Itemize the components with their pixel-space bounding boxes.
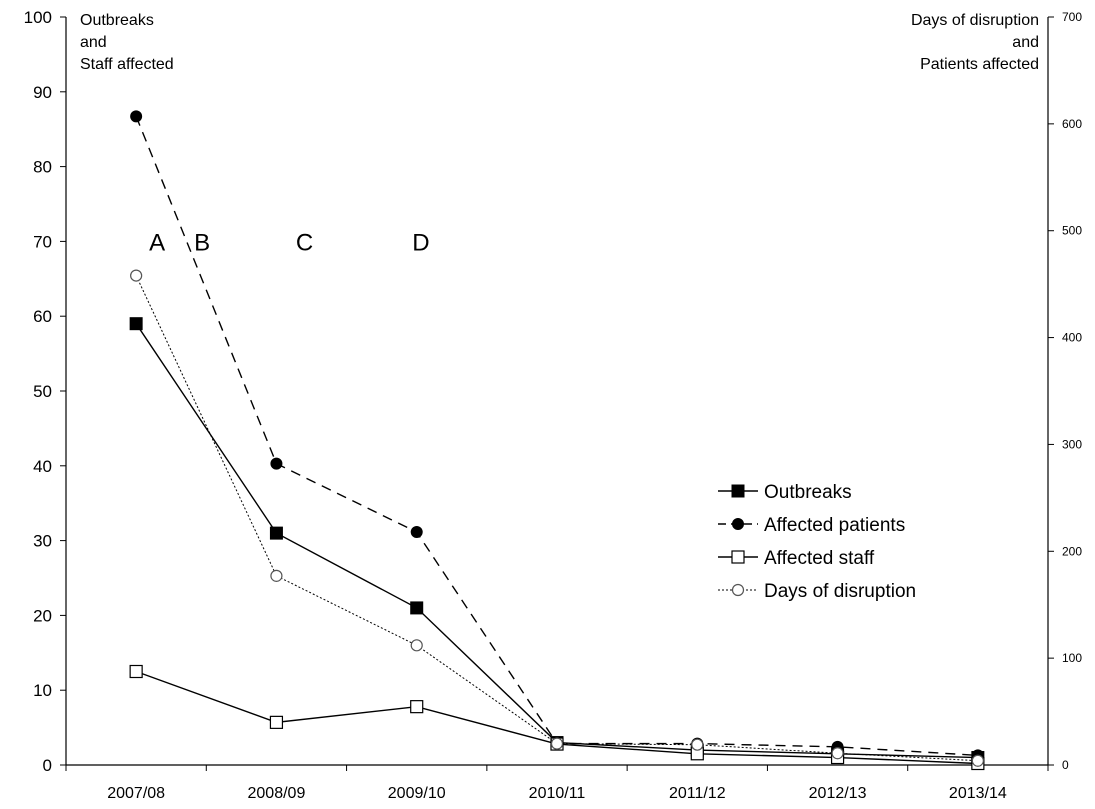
x-tick-label: 2013/14 [949,785,1007,802]
data-point-affected-staff [270,716,282,728]
legend-label-outbreaks: Outbreaks [764,482,852,503]
chart-axes: 0 10 20 30 40 50 60 70 80 90 100 0 100 200 300 400 500 60… [24,8,1083,802]
data-point-outbreaks [130,318,142,330]
left-tick-label: 30 [33,532,52,551]
legend-label-affected-staff: Affected staff [764,548,875,569]
data-point-days-of-disruption [131,270,142,281]
right-tick-label: 300 [1062,437,1082,451]
series-affected-patients [131,111,984,761]
chart-series [130,111,984,770]
series-line-outbreaks [136,324,978,758]
right-tick-label: 100 [1062,651,1082,665]
x-tick-label: 2012/13 [809,785,867,802]
x-tick-label: 2011/12 [669,785,726,802]
right-tick-label: 0 [1062,758,1069,772]
legend-label-affected-patients: Affected patients [764,515,905,536]
right-tick-label: 400 [1062,331,1082,345]
right-tick-label: 500 [1062,224,1082,238]
left-tick-label: 0 [43,756,52,775]
chart-annotations: A B C D [149,229,429,256]
data-point-outbreaks [411,602,423,614]
left-tick-label: 60 [33,307,52,326]
legend-item-days-of-disruption: Days of disruption [718,581,916,602]
legend-marker-affected-staff [732,551,744,563]
legend-marker-outbreaks [732,485,744,497]
data-point-days-of-disruption [692,739,703,750]
data-point-days-of-disruption [832,748,843,759]
annotation-label: C [296,229,313,256]
legend-item-outbreaks: Outbreaks [718,482,852,503]
left-tick-label: 80 [33,158,52,177]
x-tick-label: 2009/10 [388,785,446,802]
data-point-affected-staff [130,666,142,678]
right-tick-label: 700 [1062,10,1082,24]
x-tick-label: 2007/08 [107,785,165,802]
annotation-label: D [412,229,429,256]
right-tick-label: 200 [1062,544,1082,558]
data-point-days-of-disruption [552,738,563,749]
annotation-label: B [194,229,210,256]
left-tick-label: 40 [33,457,52,476]
series-line-affected-patients [136,116,978,755]
legend-label-days-of-disruption: Days of disruption [764,581,916,602]
data-point-affected-staff [411,701,423,713]
legend-item-affected-staff: Affected staff [718,548,875,569]
left-tick-label: 50 [33,382,52,401]
left-tick-label: 100 [24,8,52,27]
chart-legend: Outbreaks Affected patients Affected staff… [718,482,916,602]
legend-marker-affected-patients [733,519,744,530]
data-point-days-of-disruption [972,755,983,766]
data-point-days-of-disruption [271,570,282,581]
legend-item-affected-patients: Affected patients [718,515,905,536]
x-tick-label: 2008/09 [248,785,306,802]
data-point-affected-patients [271,458,282,469]
data-point-affected-patients [131,111,142,122]
left-tick-label: 10 [33,681,52,700]
right-tick-label: 600 [1062,117,1082,131]
data-point-affected-patients [411,527,422,538]
annotation-label: A [149,229,165,256]
left-tick-label: 20 [33,606,52,625]
left-tick-label: 90 [33,83,52,102]
data-point-outbreaks [270,527,282,539]
x-tick-label: 2010/11 [529,785,586,802]
left-tick-label: 70 [33,232,52,251]
data-point-days-of-disruption [411,640,422,651]
series-outbreaks [130,318,984,764]
legend-marker-days-of-disruption [733,585,744,596]
